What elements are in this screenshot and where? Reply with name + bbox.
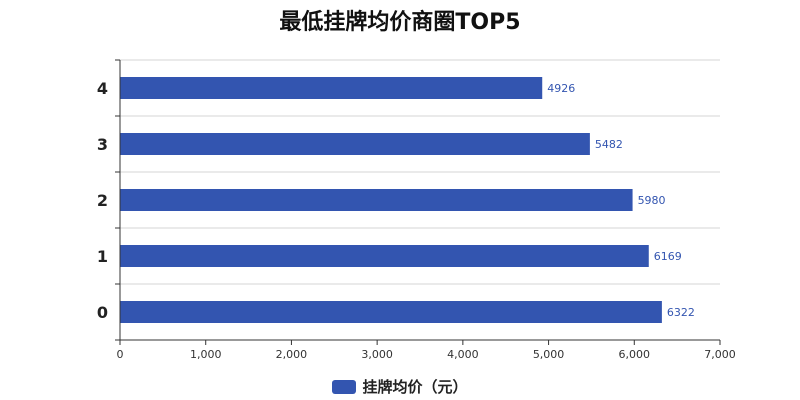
x-tick-label: 1,000 xyxy=(190,348,222,361)
x-tick-label: 3,000 xyxy=(361,348,393,361)
data-label: 6169 xyxy=(654,250,682,263)
legend-label: 挂牌均价（元） xyxy=(362,378,468,396)
x-tick-label: 4,000 xyxy=(447,348,479,361)
y-tick-label: 3 xyxy=(97,135,108,154)
y-tick-label: 4 xyxy=(97,79,108,98)
legend-swatch xyxy=(332,380,357,394)
y-tick-label: 2 xyxy=(97,191,108,210)
data-label: 5980 xyxy=(638,194,666,207)
data-label: 5482 xyxy=(595,138,623,151)
legend[interactable]: 挂牌均价（元） xyxy=(0,376,800,397)
bar xyxy=(120,245,649,267)
x-tick-label: 5,000 xyxy=(533,348,565,361)
bar xyxy=(120,301,662,323)
y-tick-label: 0 xyxy=(97,303,108,322)
x-tick-label: 2,000 xyxy=(276,348,308,361)
chart-title: 最低挂牌均价商圈TOP5 xyxy=(279,10,521,35)
data-label: 6322 xyxy=(667,306,695,319)
x-tick-label: 6,000 xyxy=(619,348,651,361)
x-tick-label: 0 xyxy=(117,348,124,361)
bar xyxy=(120,189,633,211)
bar xyxy=(120,133,590,155)
bar xyxy=(120,77,543,99)
data-label: 4926 xyxy=(547,82,575,95)
y-tick-label: 1 xyxy=(97,247,108,266)
x-tick-label: 7,000 xyxy=(704,348,736,361)
